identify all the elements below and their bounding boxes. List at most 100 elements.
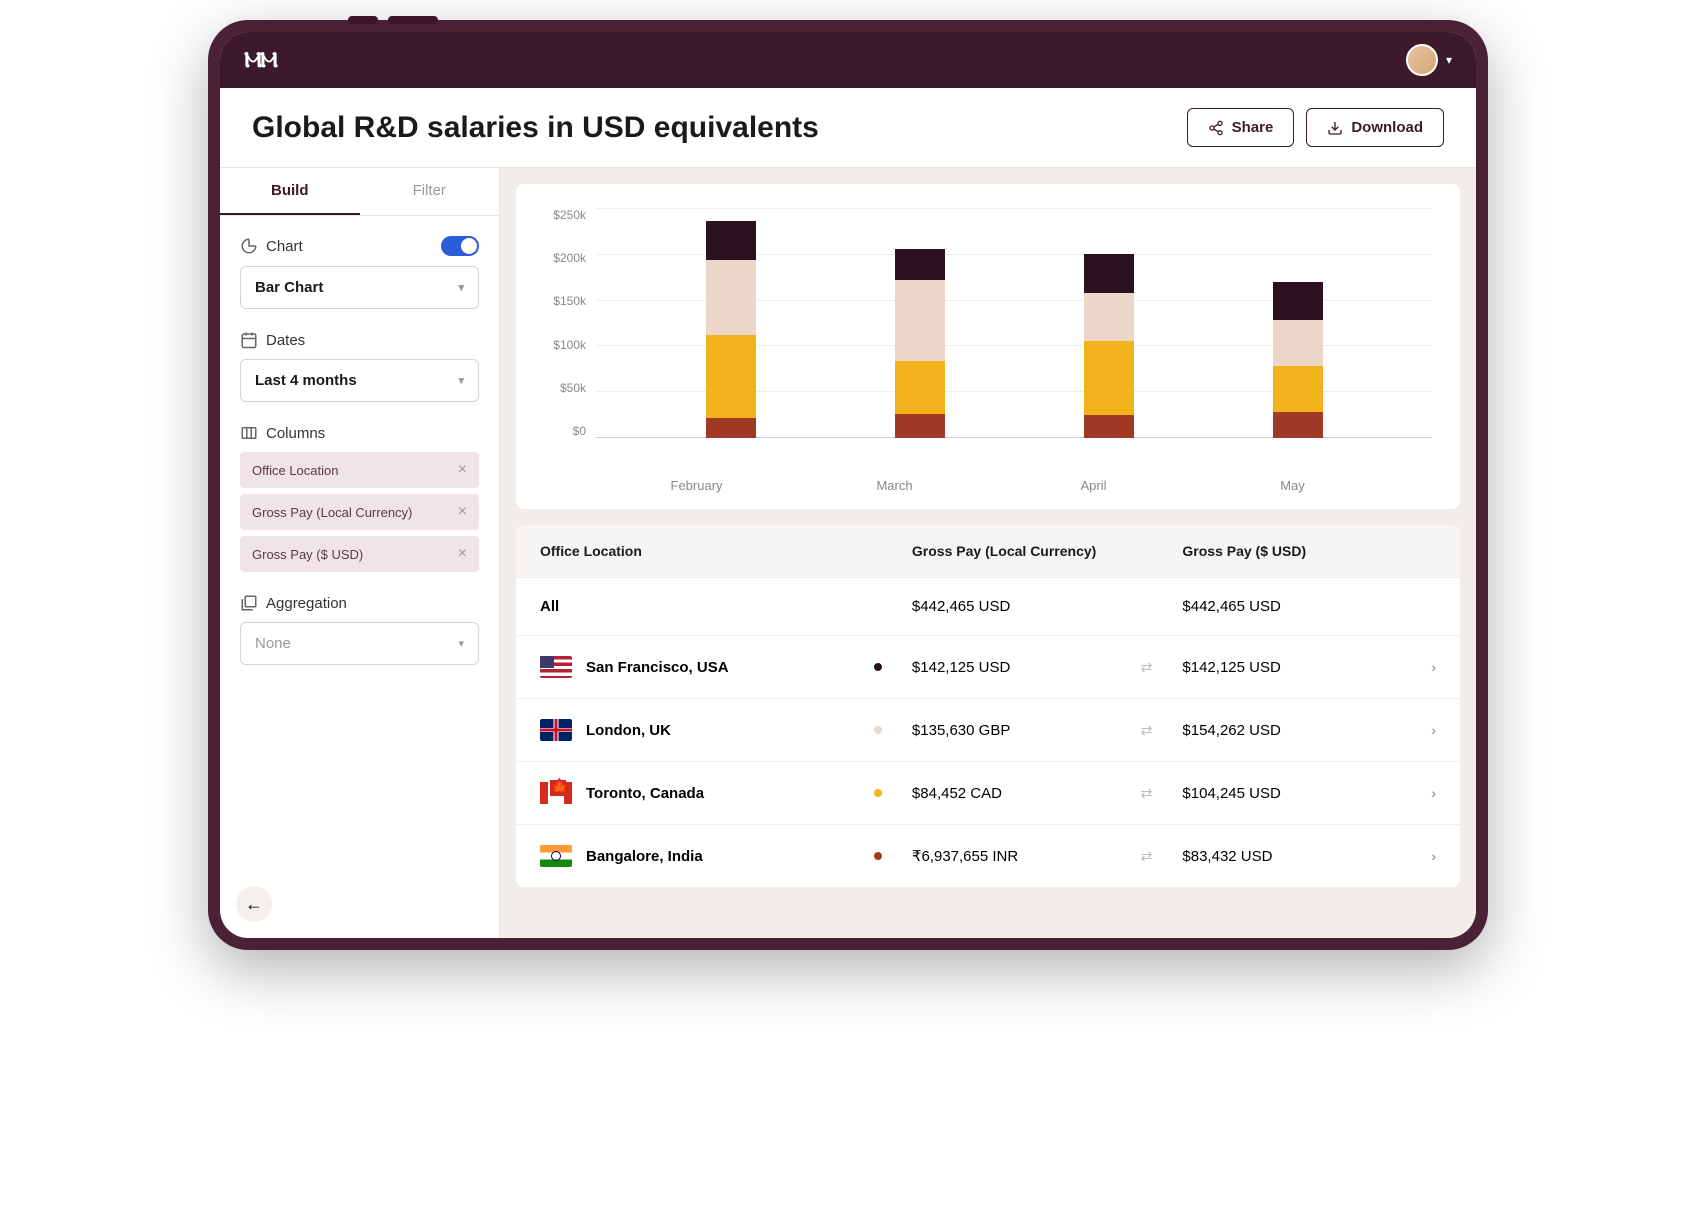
bar-segment-london xyxy=(1084,293,1134,342)
column-chip[interactable]: Office Location× xyxy=(240,452,479,488)
y-tick: $0 xyxy=(536,424,586,438)
bar-stack[interactable] xyxy=(706,221,756,438)
col-header: Office Location xyxy=(540,543,912,559)
bar-segment-toronto xyxy=(706,335,756,418)
flag-icon xyxy=(540,656,572,678)
share-button[interactable]: Share xyxy=(1187,108,1295,147)
swap-icon: ⇄ xyxy=(1141,659,1153,676)
tab-build[interactable]: Build xyxy=(220,168,360,215)
share-icon xyxy=(1208,120,1224,136)
usd-pay-cell: $104,245 USD› xyxy=(1182,785,1436,802)
y-axis: $250k$200k$150k$100k$50k$0 xyxy=(536,208,596,438)
logo[interactable]: ⲘⲘ xyxy=(244,47,276,73)
main: $250k$200k$150k$100k$50k$0 FebruaryMarch… xyxy=(500,168,1476,938)
bar-column xyxy=(895,249,945,438)
section-dates: Dates Last 4 months ▾ xyxy=(240,331,479,402)
aggregation-label: Aggregation xyxy=(240,594,347,612)
chart-toggle[interactable] xyxy=(441,236,479,256)
column-chip[interactable]: Gross Pay (Local Currency)× xyxy=(240,494,479,530)
column-chip[interactable]: Gross Pay ($ USD)× xyxy=(240,536,479,572)
topbar: ⲘⲘ ▾ xyxy=(220,32,1476,88)
section-aggregation: Aggregation None ▾ xyxy=(240,594,479,665)
all-usd: $442,465 USD xyxy=(1182,598,1436,615)
series-dot xyxy=(874,852,882,860)
layers-icon xyxy=(240,594,258,612)
chart-type-select[interactable]: Bar Chart ▾ xyxy=(240,266,479,309)
tab-filter[interactable]: Filter xyxy=(360,168,500,215)
local-pay-cell: ₹6,937,655 INR ⇄ xyxy=(912,847,1182,865)
bar-stack[interactable] xyxy=(1273,282,1323,438)
download-icon xyxy=(1327,120,1343,136)
table-card: Office Location Gross Pay (Local Currenc… xyxy=(516,525,1460,887)
bar-segment-bangalore xyxy=(895,414,945,438)
close-icon[interactable]: × xyxy=(458,545,467,563)
columns-icon xyxy=(240,424,258,442)
columns-label: Columns xyxy=(240,424,325,442)
sidebar-tabs: Build Filter xyxy=(220,168,499,216)
chart-label: Chart xyxy=(240,237,303,255)
local-pay: ₹6,937,655 INR xyxy=(912,847,1018,865)
local-pay-cell: $84,452 CAD⇄ xyxy=(912,785,1182,802)
table-row[interactable]: San Francisco, USA$142,125 USD⇄$142,125 … xyxy=(516,635,1460,698)
table-row[interactable]: London, UK $135,630 GBP ⇄ $154,262 USD › xyxy=(516,698,1460,761)
close-icon[interactable]: × xyxy=(458,461,467,479)
pie-icon xyxy=(240,237,258,255)
x-axis: FebruaryMarchAprilMay xyxy=(536,468,1432,493)
location-name: Bangalore, India xyxy=(586,848,703,865)
page-header: Global R&D salaries in USD equivalents S… xyxy=(220,88,1476,168)
bar-segment-sf xyxy=(1084,254,1134,293)
bar-segment-sf xyxy=(895,249,945,279)
series-dot xyxy=(874,789,882,797)
local-pay: $84,452 CAD xyxy=(912,785,1002,802)
bar-segment-toronto xyxy=(1273,366,1323,412)
bar-segment-bangalore xyxy=(1273,412,1323,438)
chevron-right-icon[interactable]: › xyxy=(1431,848,1436,864)
location-name: London, UK xyxy=(586,722,671,739)
bar-segment-toronto xyxy=(1084,341,1134,415)
header-actions: Share Download xyxy=(1187,108,1444,147)
bar-stack[interactable] xyxy=(895,249,945,438)
bar-segment-bangalore xyxy=(1084,415,1134,438)
location-cell: London, UK xyxy=(540,719,912,741)
series-dot xyxy=(874,663,882,671)
chart-card: $250k$200k$150k$100k$50k$0 FebruaryMarch… xyxy=(516,184,1460,509)
swap-icon: ⇄ xyxy=(1141,848,1153,865)
x-label: February xyxy=(671,478,721,493)
bar-segment-toronto xyxy=(895,361,945,414)
local-pay: $135,630 GBP xyxy=(912,722,1010,739)
chevron-right-icon[interactable]: › xyxy=(1431,722,1436,738)
chevron-right-icon[interactable]: › xyxy=(1431,659,1436,675)
bar-column xyxy=(1273,282,1323,438)
download-button[interactable]: Download xyxy=(1306,108,1444,147)
x-label: March xyxy=(870,478,920,493)
usd-pay: $142,125 USD xyxy=(1182,659,1280,676)
bar-segment-sf xyxy=(1273,282,1323,321)
aggregation-select[interactable]: None ▾ xyxy=(240,622,479,665)
close-icon[interactable]: × xyxy=(458,503,467,521)
table-row[interactable]: Bangalore, India₹6,937,655 INR⇄$83,432 U… xyxy=(516,824,1460,887)
chevron-right-icon[interactable]: › xyxy=(1431,785,1436,801)
calendar-icon xyxy=(240,331,258,349)
caret-icon: ▾ xyxy=(458,374,464,387)
bar-stack[interactable] xyxy=(1084,254,1134,438)
location-name: Toronto, Canada xyxy=(586,785,704,802)
bar-segment-sf xyxy=(706,221,756,260)
chart-plot xyxy=(596,208,1432,438)
y-tick: $200k xyxy=(536,251,586,265)
flag-icon xyxy=(540,845,572,867)
location-cell: Bangalore, India xyxy=(540,845,912,867)
page-title: Global R&D salaries in USD equivalents xyxy=(252,111,819,145)
usd-pay-cell: $142,125 USD › xyxy=(1182,659,1436,676)
user-menu[interactable]: ▾ xyxy=(1406,44,1452,76)
dates-select[interactable]: Last 4 months ▾ xyxy=(240,359,479,402)
all-label: All xyxy=(540,598,912,615)
back-button[interactable]: ← xyxy=(236,886,272,922)
section-columns: Columns Office Location× Gross Pay (Local… xyxy=(240,424,479,572)
usd-pay: $154,262 USD xyxy=(1182,722,1280,739)
x-label: May xyxy=(1268,478,1318,493)
y-tick: $250k xyxy=(536,208,586,222)
chevron-down-icon: ▾ xyxy=(1446,53,1452,67)
location-cell: Toronto, Canada xyxy=(540,782,912,804)
table-row[interactable]: Toronto, Canada $84,452 CAD⇄$104,245 USD› xyxy=(516,761,1460,824)
swap-icon: ⇄ xyxy=(1141,722,1153,739)
